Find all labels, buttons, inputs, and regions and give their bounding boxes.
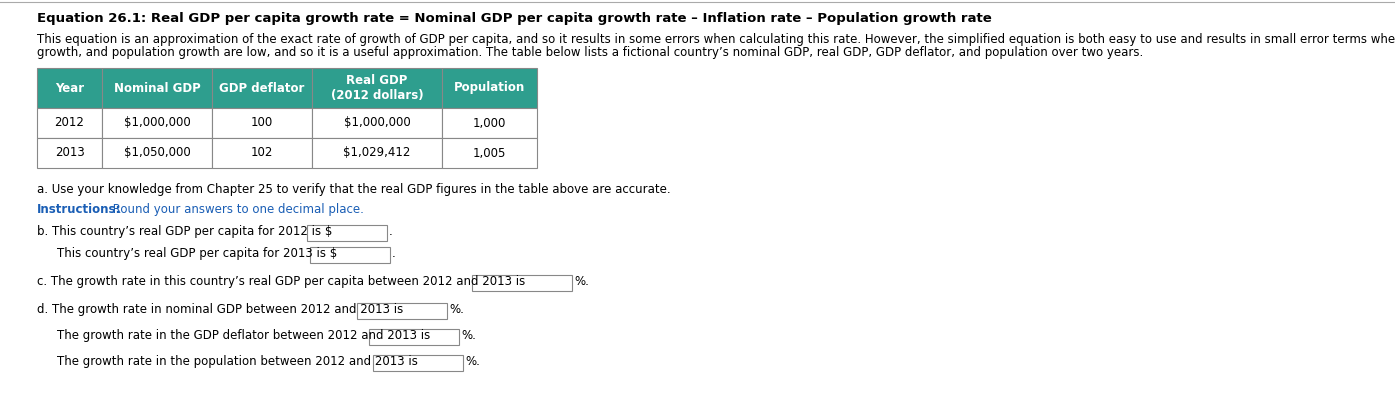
- Text: .: .: [389, 225, 393, 238]
- Bar: [442, 108, 537, 138]
- Text: Year: Year: [54, 81, 84, 95]
- Text: a. Use your knowledge from Chapter 25 to verify that the real GDP figures in the: a. Use your knowledge from Chapter 25 to…: [38, 183, 671, 196]
- Text: GDP deflator: GDP deflator: [219, 81, 304, 95]
- Text: Equation 26.1: Real GDP per capita growth rate = Nominal GDP per capita growth r: Equation 26.1: Real GDP per capita growt…: [38, 12, 992, 25]
- Bar: [372, 355, 463, 371]
- Bar: [370, 329, 459, 345]
- Text: c. The growth rate in this country’s real GDP per capita between 2012 and 2013 i: c. The growth rate in this country’s rea…: [38, 275, 526, 288]
- Bar: [102, 108, 212, 138]
- Bar: [312, 108, 442, 138]
- Text: growth, and population growth are low, and so it is a useful approximation. The : growth, and population growth are low, a…: [38, 46, 1144, 59]
- Text: The growth rate in the population between 2012 and 2013 is: The growth rate in the population betwee…: [57, 355, 418, 368]
- Bar: [102, 138, 212, 168]
- Text: 102: 102: [251, 146, 273, 160]
- Text: Real GDP
(2012 dollars): Real GDP (2012 dollars): [331, 74, 423, 102]
- Text: The growth rate in the GDP deflator between 2012 and 2013 is: The growth rate in the GDP deflator betw…: [57, 329, 430, 342]
- Text: %.: %.: [460, 329, 476, 342]
- Text: Instructions:: Instructions:: [38, 203, 121, 216]
- Text: This equation is an approximation of the exact rate of growth of GDP per capita,: This equation is an approximation of the…: [38, 33, 1395, 46]
- Bar: [307, 225, 386, 241]
- Text: %.: %.: [449, 303, 465, 316]
- Bar: [310, 247, 391, 263]
- Text: .: .: [392, 247, 396, 260]
- Bar: [442, 138, 537, 168]
- Text: $1,000,000: $1,000,000: [124, 117, 190, 130]
- Text: This country’s real GDP per capita for 2013 is $: This country’s real GDP per capita for 2…: [57, 247, 338, 260]
- Bar: [312, 68, 442, 108]
- Text: $1,029,412: $1,029,412: [343, 146, 410, 160]
- Text: %.: %.: [573, 275, 589, 288]
- Text: Nominal GDP: Nominal GDP: [113, 81, 201, 95]
- Text: b. This country’s real GDP per capita for 2012 is $: b. This country’s real GDP per capita fo…: [38, 225, 332, 238]
- Text: 100: 100: [251, 117, 273, 130]
- Text: 2013: 2013: [54, 146, 84, 160]
- Text: d. The growth rate in nominal GDP between 2012 and 2013 is: d. The growth rate in nominal GDP betwee…: [38, 303, 403, 316]
- Bar: [312, 138, 442, 168]
- Text: Population: Population: [453, 81, 525, 95]
- Text: Round your answers to one decimal place.: Round your answers to one decimal place.: [109, 203, 364, 216]
- Bar: [357, 303, 446, 319]
- Bar: [212, 138, 312, 168]
- Bar: [472, 275, 572, 291]
- Text: 2012: 2012: [54, 117, 85, 130]
- Bar: [38, 108, 102, 138]
- Bar: [102, 68, 212, 108]
- Text: 1,005: 1,005: [473, 146, 506, 160]
- Text: $1,050,000: $1,050,000: [124, 146, 190, 160]
- Bar: [38, 138, 102, 168]
- Bar: [212, 108, 312, 138]
- Bar: [212, 68, 312, 108]
- Text: $1,000,000: $1,000,000: [343, 117, 410, 130]
- Bar: [442, 68, 537, 108]
- Text: %.: %.: [465, 355, 480, 368]
- Bar: [38, 68, 102, 108]
- Text: 1,000: 1,000: [473, 117, 506, 130]
